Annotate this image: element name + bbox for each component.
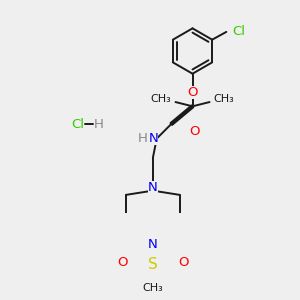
Text: O: O <box>178 256 189 269</box>
Text: N: N <box>148 181 158 194</box>
Text: Cl: Cl <box>71 118 84 130</box>
Text: N: N <box>149 132 158 145</box>
Text: S: S <box>148 257 158 272</box>
Text: CH₃: CH₃ <box>151 94 171 104</box>
Text: Cl: Cl <box>232 25 245 38</box>
Text: O: O <box>117 256 127 269</box>
Text: O: O <box>189 124 200 138</box>
Text: H: H <box>94 118 104 130</box>
Text: H: H <box>137 132 147 145</box>
Text: O: O <box>187 85 198 99</box>
Text: N: N <box>148 238 158 251</box>
Text: CH₃: CH₃ <box>142 284 163 293</box>
Text: CH₃: CH₃ <box>214 94 235 104</box>
